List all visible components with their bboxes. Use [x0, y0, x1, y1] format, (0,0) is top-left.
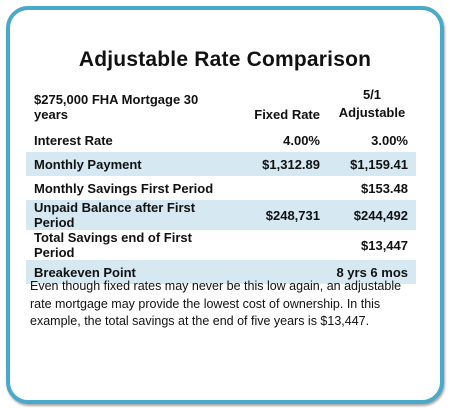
header-adjustable: 5/1 Adjustable	[328, 80, 416, 128]
table-row: Unpaid Balance after First Period $248,7…	[26, 200, 416, 230]
header-adjustable-line2: Adjustable	[338, 105, 406, 120]
adjustable-value: $244,492	[328, 200, 416, 230]
header-fixed-rate: Fixed Rate	[254, 107, 320, 122]
fixed-value	[226, 260, 328, 284]
row-label: Monthly Payment	[26, 152, 226, 176]
row-label: Breakeven Point	[26, 260, 226, 284]
adjustable-value: $1,159.41	[328, 152, 416, 176]
table-row: Interest Rate 4.00% 3.00%	[26, 128, 416, 152]
row-label: Monthly Savings First Period	[34, 180, 214, 196]
fixed-value	[226, 230, 328, 260]
fixed-value: 4.00%	[283, 132, 320, 148]
adjustable-value: 3.00%	[371, 132, 408, 148]
header-label: $275,000 FHA Mortgage 30 years	[34, 92, 199, 122]
adjustable-value: 8 yrs 6 mos	[328, 260, 416, 284]
table-row: Breakeven Point 8 yrs 6 mos	[26, 260, 416, 284]
table-header-row: $275,000 FHA Mortgage 30 years Fixed Rat…	[26, 80, 416, 128]
table-row: Monthly Savings First Period $153.48	[26, 176, 416, 200]
header-adjustable-line1: 5/1	[362, 87, 382, 102]
table-row: Total Savings end of First Period $13,44…	[26, 230, 416, 260]
summary-paragraph: Even though fixed rates may never be thi…	[30, 279, 402, 328]
page-title: Adjustable Rate Comparison	[78, 48, 372, 71]
row-label: Unpaid Balance after First Period	[26, 200, 226, 230]
fixed-value	[226, 176, 328, 200]
fixed-value: $1,312.89	[226, 152, 328, 176]
row-label: Total Savings end of First Period	[34, 230, 192, 260]
fixed-value: $248,731	[226, 200, 328, 230]
comparison-table: $275,000 FHA Mortgage 30 years Fixed Rat…	[26, 80, 416, 284]
row-label: Interest Rate	[34, 132, 113, 148]
adjustable-value: $13,447	[361, 237, 408, 253]
adjustable-value: $153.48	[361, 180, 408, 196]
table-row: Monthly Payment $1,312.89 $1,159.41	[26, 152, 416, 176]
